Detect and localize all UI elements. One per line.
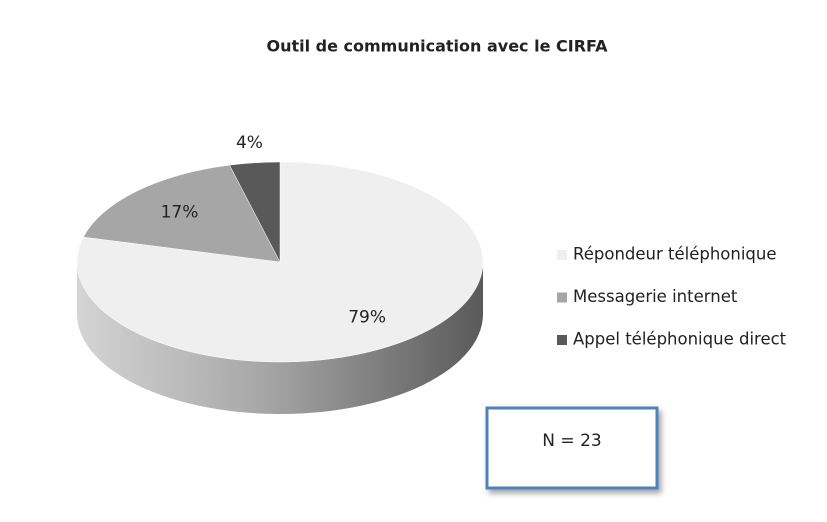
- data-label: 17%: [161, 203, 199, 223]
- legend-label: Répondeur téléphonique: [573, 245, 777, 264]
- legend-label: Appel téléphonique direct: [573, 330, 787, 349]
- data-label: 79%: [348, 307, 386, 327]
- legend-label: Messagerie internet: [573, 287, 738, 306]
- legend-swatch: [557, 292, 567, 303]
- chart-title: Outil de communication avec le CIRFA: [266, 37, 608, 56]
- data-label: 4%: [236, 133, 263, 153]
- legend-swatch: [557, 250, 567, 260]
- pie-slice: [229, 161, 281, 263]
- pie-slice: [82, 164, 281, 263]
- legend-swatch: [557, 335, 567, 345]
- pie-slice-side: [77, 262, 483, 414]
- annotation: N = 23: [542, 431, 601, 451]
- annotation-box: [485, 406, 659, 490]
